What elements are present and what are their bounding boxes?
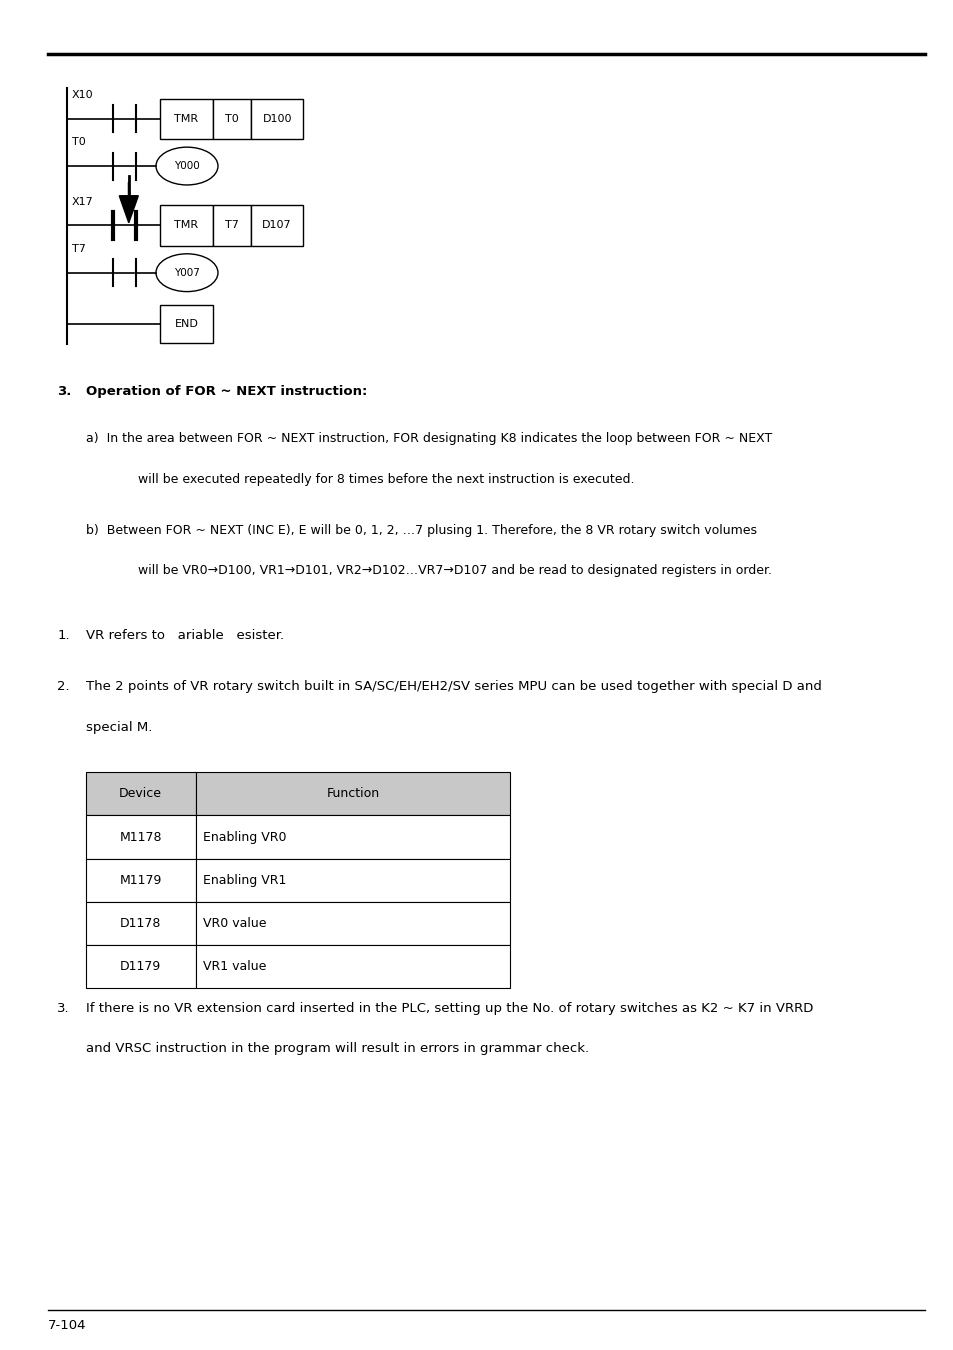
FancyBboxPatch shape [160,305,213,343]
FancyBboxPatch shape [213,99,251,139]
Ellipse shape [156,254,217,292]
Text: X10: X10 [71,90,93,100]
FancyBboxPatch shape [195,815,510,859]
FancyBboxPatch shape [86,815,195,859]
Text: Enabling VR1: Enabling VR1 [203,873,286,887]
Text: If there is no VR extension card inserted in the PLC, setting up the No. of rota: If there is no VR extension card inserte… [86,1002,812,1015]
FancyBboxPatch shape [195,945,510,988]
FancyBboxPatch shape [160,205,213,246]
FancyBboxPatch shape [86,945,195,988]
Text: T7: T7 [71,244,86,254]
FancyBboxPatch shape [195,772,510,815]
FancyBboxPatch shape [160,99,213,139]
Text: M1179: M1179 [119,873,162,887]
Polygon shape [119,196,138,223]
Text: VR1 value: VR1 value [203,960,266,973]
Text: T7: T7 [225,220,238,231]
Text: TMR: TMR [174,220,198,231]
FancyBboxPatch shape [86,772,195,815]
Text: Device: Device [119,787,162,801]
Text: END: END [174,319,198,329]
Text: TMR: TMR [174,113,198,124]
Text: D107: D107 [262,220,292,231]
Text: T0: T0 [225,113,238,124]
Text: 1.: 1. [57,629,70,643]
Text: 3.: 3. [57,385,71,398]
Text: Operation of FOR ~ NEXT instruction:: Operation of FOR ~ NEXT instruction: [86,385,367,398]
Ellipse shape [156,147,217,185]
Text: D100: D100 [262,113,292,124]
Text: 2.: 2. [57,680,70,694]
Text: b)  Between FOR ~ NEXT (INC E), E will be 0, 1, 2, …7 plusing 1. Therefore, the : b) Between FOR ~ NEXT (INC E), E will be… [86,524,756,537]
Text: VR0 value: VR0 value [203,917,267,930]
FancyBboxPatch shape [213,205,251,246]
Text: special M.: special M. [86,721,152,734]
Text: M1178: M1178 [119,830,162,844]
FancyBboxPatch shape [86,902,195,945]
Text: will be executed repeatedly for 8 times before the next instruction is executed.: will be executed repeatedly for 8 times … [138,472,634,486]
Text: T0: T0 [71,138,85,147]
FancyBboxPatch shape [86,859,195,902]
Text: X17: X17 [71,197,93,207]
Text: will be VR0→D100, VR1→D101, VR2→D102…VR7→D107 and be read to designated register: will be VR0→D100, VR1→D101, VR2→D102…VR7… [138,564,772,578]
Text: and VRSC instruction in the program will result in errors in grammar check.: and VRSC instruction in the program will… [86,1042,588,1056]
Text: a)  In the area between FOR ~ NEXT instruction, FOR designating K8 indicates the: a) In the area between FOR ~ NEXT instru… [86,432,771,446]
FancyBboxPatch shape [251,205,303,246]
Text: D1179: D1179 [120,960,161,973]
Text: 3.: 3. [57,1002,70,1015]
Text: Y007: Y007 [173,267,200,278]
FancyBboxPatch shape [251,99,303,139]
Text: Function: Function [326,787,379,801]
Text: The 2 points of VR rotary switch built in SA/SC/EH/EH2/SV series MPU can be used: The 2 points of VR rotary switch built i… [86,680,821,694]
FancyBboxPatch shape [195,859,510,902]
Text: 7-104: 7-104 [48,1319,86,1332]
Text: D1178: D1178 [120,917,161,930]
FancyBboxPatch shape [195,902,510,945]
Text: Enabling VR0: Enabling VR0 [203,830,287,844]
Text: Y000: Y000 [174,161,199,171]
Text: VR refers to   ariable   esister.: VR refers to ariable esister. [86,629,284,643]
